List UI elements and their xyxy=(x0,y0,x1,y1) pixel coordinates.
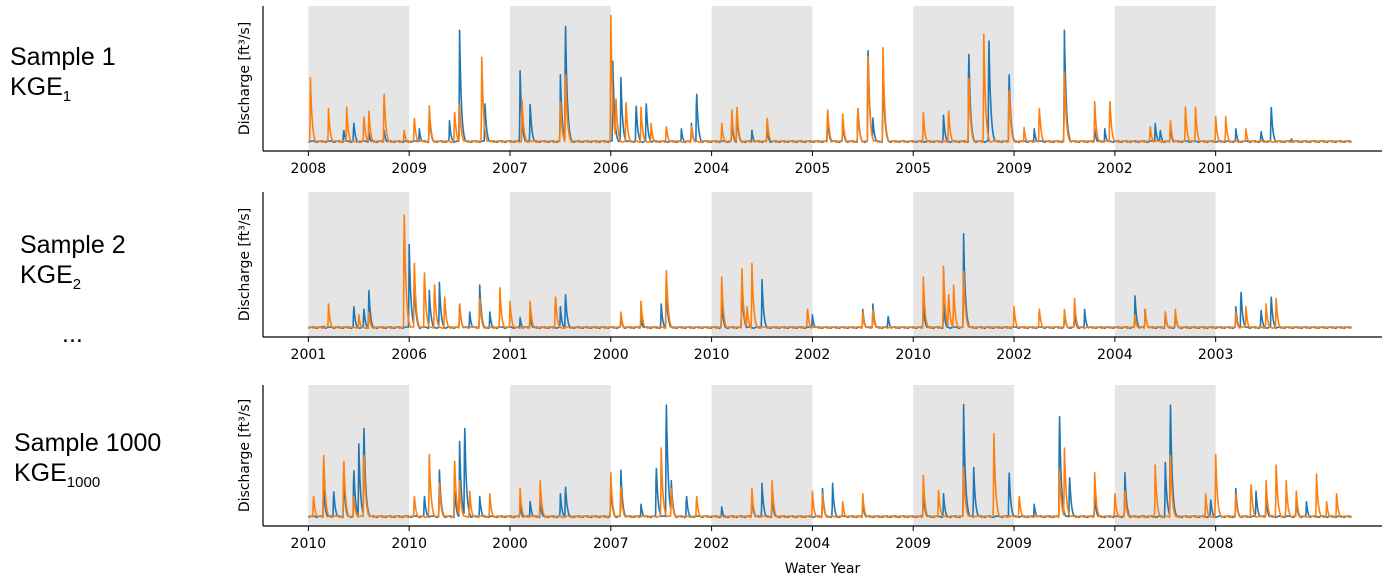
shaded-band xyxy=(308,6,410,151)
x-tick-label: 2010 xyxy=(391,536,427,552)
y-axis-label: Discharge [ft³/s] xyxy=(237,399,253,512)
x-tick-label: 2008 xyxy=(1198,536,1234,552)
x-tick-label: 2002 xyxy=(1097,161,1133,177)
panel-2: 2001 2006 2001 2000 2010 2002 2010 2002 2004 2003… xyxy=(237,192,1382,363)
sample-2-name: Sample 2 xyxy=(20,231,126,259)
shaded-band xyxy=(1114,6,1216,151)
x-tick-label: 2009 xyxy=(996,161,1032,177)
x-tick-label: 2004 xyxy=(795,536,831,552)
shaded-band xyxy=(308,192,410,337)
x-axis-label: Water Year xyxy=(785,561,861,577)
x-tick-label: 2001 xyxy=(492,347,528,363)
x-tick-label: 2009 xyxy=(391,161,427,177)
x-tick-label: 2006 xyxy=(391,347,427,363)
kge-2-label: KGE2 xyxy=(20,261,82,293)
x-tick-label: 2008 xyxy=(291,161,327,177)
x-tick-label: 2003 xyxy=(1198,347,1234,363)
x-tick-label: 2001 xyxy=(291,347,327,363)
shaded-band xyxy=(913,6,1015,151)
x-tick-label: 2009 xyxy=(996,536,1032,552)
x-tick-label: 2002 xyxy=(694,536,730,552)
x-tick-label: 2001 xyxy=(1198,161,1234,177)
kge-1-label: KGE1 xyxy=(10,73,72,105)
x-tick-label: 2002 xyxy=(996,347,1032,363)
kge-1000-label: KGE1000 xyxy=(14,459,101,491)
x-tick-label: 2007 xyxy=(492,161,528,177)
sample-2-label: Sample 2 KGE2 xyxy=(20,230,126,300)
x-tick-label: 2004 xyxy=(1097,347,1133,363)
x-tick-label: 2000 xyxy=(492,536,528,552)
x-tick-label: 2004 xyxy=(694,161,730,177)
panel-1: 2008 2009 2007 2006 2004 2005 2005 2009 2002 2001… xyxy=(237,6,1382,177)
sample-1-label: Sample 1 KGE1 xyxy=(10,42,116,112)
x-tick-label: 2007 xyxy=(1097,536,1133,552)
y-axis-label: Discharge [ft³/s] xyxy=(237,208,253,321)
ellipsis: ... xyxy=(62,320,83,348)
simulated-series-line xyxy=(307,214,1352,330)
x-tick-label: 2009 xyxy=(895,536,931,552)
x-tick-label: 2010 xyxy=(291,536,327,552)
simulated-series-line xyxy=(307,432,1352,519)
x-tick-label: 2005 xyxy=(795,161,831,177)
x-tick-label: 2002 xyxy=(795,347,831,363)
sample-1000-name: Sample 1000 xyxy=(14,429,162,457)
sample-1000-label: Sample 1000 KGE1000 xyxy=(14,428,161,498)
panel-3: 2010 2010 2000 2007 2002 2004 2009 2009 2007 2008… xyxy=(237,385,1382,577)
y-axis-label: Discharge [ft³/s] xyxy=(237,22,253,135)
shaded-band xyxy=(711,6,813,151)
sample-1-name: Sample 1 xyxy=(10,43,116,71)
x-tick-label: 2010 xyxy=(895,347,931,363)
x-tick-label: 2007 xyxy=(593,536,629,552)
simulated-series-line xyxy=(307,14,1352,144)
x-tick-label: 2006 xyxy=(593,161,629,177)
x-tick-label: 2010 xyxy=(694,347,730,363)
x-tick-label: 2000 xyxy=(593,347,629,363)
x-tick-label: 2005 xyxy=(895,161,931,177)
